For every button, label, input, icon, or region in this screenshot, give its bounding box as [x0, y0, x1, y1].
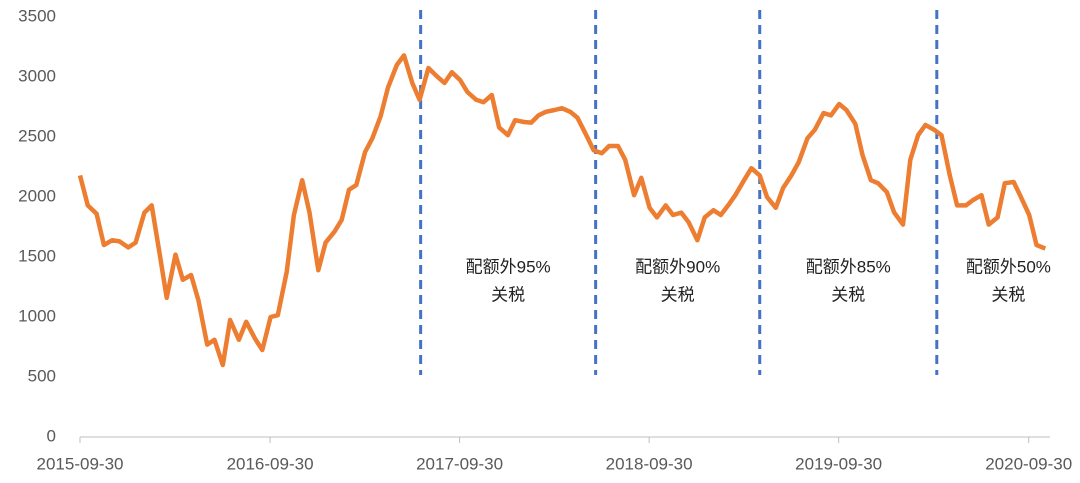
annotation-text: 配额外95%: [466, 257, 551, 276]
y-tick-label: 2500: [18, 126, 56, 145]
annotation-text: 关税: [831, 285, 865, 304]
y-tick-label: 0: [47, 426, 56, 445]
data-line: [77, 53, 1047, 368]
annotation-text: 关税: [661, 285, 695, 304]
x-tick-label: 2018-09-30: [606, 454, 693, 473]
annotation-text: 关税: [991, 285, 1025, 304]
y-tick-label: 1000: [18, 306, 56, 325]
annotation-text: 配额外90%: [635, 257, 720, 276]
x-tick-label: 2017-09-30: [416, 454, 503, 473]
x-tick-label: 2016-09-30: [227, 454, 314, 473]
annotation-text: 配额外50%: [966, 257, 1051, 276]
annotation-text: 关税: [491, 285, 525, 304]
x-tick-label: 2019-09-30: [795, 454, 882, 473]
annotation-text: 配额外85%: [806, 257, 891, 276]
x-tick-label: 2020-09-30: [985, 454, 1072, 473]
y-tick-label: 3000: [18, 66, 56, 85]
y-tick-label: 3500: [18, 6, 56, 25]
y-tick-label: 2000: [18, 186, 56, 205]
y-tick-label: 500: [28, 366, 56, 385]
y-tick-label: 1500: [18, 246, 56, 265]
x-tick-label: 2015-09-30: [37, 454, 124, 473]
